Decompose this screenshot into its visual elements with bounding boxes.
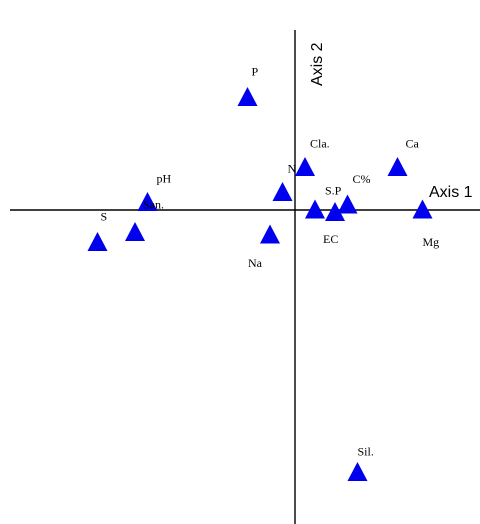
points-layer — [87, 87, 433, 482]
point-label-n: N — [288, 162, 297, 176]
point-label-san: San. — [143, 198, 164, 212]
point-marker-s — [87, 232, 108, 252]
point-label-p: P — [252, 65, 259, 79]
point-label-s-p: S.P — [325, 184, 342, 198]
point-label-mg: Mg — [423, 235, 440, 249]
axis-2-title: Axis 2 — [309, 42, 326, 86]
point-marker-n — [272, 182, 293, 202]
point-marker-cla — [295, 157, 315, 177]
point-marker-ec — [305, 199, 325, 219]
point-label-ph: pH — [157, 172, 172, 186]
point-marker-ph — [137, 192, 158, 212]
point-marker-mg — [412, 199, 433, 219]
axis-1-title: Axis 1 — [429, 184, 473, 201]
point-marker-p — [237, 87, 258, 107]
point-label-na: Na — [248, 256, 263, 270]
point-marker-sil — [347, 462, 368, 482]
point-label-ca: Ca — [406, 137, 420, 151]
point-label-s: S — [101, 210, 108, 224]
point-marker-c — [337, 194, 358, 214]
point-label-c: C% — [353, 172, 371, 186]
point-marker-na — [260, 224, 280, 244]
point-label-sil: Sil. — [358, 445, 374, 459]
point-marker-san — [125, 222, 145, 242]
point-label-ec: EC — [323, 232, 338, 246]
point-marker-ca — [387, 157, 408, 177]
point-marker-s-p — [325, 202, 345, 222]
labels-layer: P Cla. Ca NpH C% S.P EC Mg San. S Na Sil. — [101, 65, 440, 459]
point-label-cla: Cla. — [310, 137, 330, 151]
